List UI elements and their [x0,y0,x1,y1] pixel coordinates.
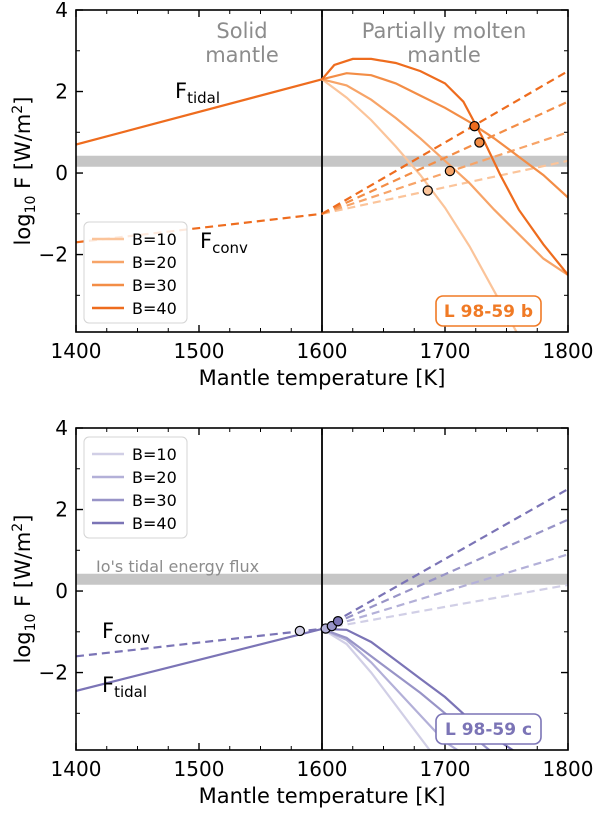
x-tick-label: 1700 [420,339,471,363]
planet-label-box [435,713,542,745]
region-solid-line1: Solid [216,19,267,43]
fconv-line-b-10 [321,583,568,630]
equilibrium-point [294,625,306,637]
ftidal-line-b-40 [321,57,568,276]
fconv-label: Fconv [102,619,150,647]
panel-bottom: 1400 1500 1600 1700 1800 −2 0 2 4 Mantle temperat… [10,416,593,808]
plot-area [76,428,568,750]
x-tick-label: 1700 [420,757,471,781]
y-tick-label: 0 [55,161,68,185]
legend-label: B=40 [132,299,177,318]
x-tick-label: 1800 [543,339,594,363]
y-tick-label: 0 [55,579,68,603]
legend-box [83,436,188,539]
planet-label: L 98-59 b [444,302,533,322]
x-tick-label: 1800 [543,757,594,781]
fconv-solid-line [76,627,323,658]
y-axis-label: log10 F [W/m2] [10,515,39,664]
y-tick-label: −2 [39,661,68,685]
panel-top: 1400 1500 1600 1700 1800 −2 0 2 4 Mantle temperat… [10,0,593,390]
y-tick-label: 2 [55,80,68,104]
x-tick-label: 1400 [51,757,102,781]
ftidal-label: Ftidal [175,79,220,107]
y-tick-label: −2 [39,243,68,267]
region-molten-line2: mantle [407,43,481,67]
legend-label: B=30 [132,276,177,295]
equilibrium-point [422,185,433,196]
y-tick-label: 2 [55,498,68,522]
x-axis-label: Mantle temperature [K] [199,784,446,808]
ftidal-line-b-10 [321,78,518,332]
x-tick-label: 1600 [297,339,348,363]
equilibrium-point [469,120,480,132]
ftidal-line-b-20 [321,78,568,276]
ftidal-solid-line [76,627,323,692]
x-tick-label: 1600 [297,757,348,781]
equilibrium-point [332,616,344,627]
ftidal-label: Ftidal [102,673,147,701]
fconv-line-b-30 [321,100,568,215]
y-axis-label: log10 F [W/m2] [10,97,39,246]
ftidal-solid-line [76,78,323,146]
legend-label: B=20 [132,253,177,272]
x-tick-label: 1500 [174,339,225,363]
x-tick-label: 1500 [174,757,225,781]
legend-label: B=40 [132,514,177,533]
ftidal-line-b-10 [321,627,431,750]
equilibrium-point [444,165,456,177]
fconv-line-b-10 [321,159,568,215]
region-solid-line2: mantle [205,43,279,67]
io-flux-label: Io's tidal energy flux [96,557,259,576]
legend-label: B=10 [132,445,177,464]
legend-label: B=10 [132,230,177,249]
fconv-label: Fconv [200,229,248,257]
fconv-line-b-30 [321,518,568,630]
region-molten-line1: Partially molten [362,19,527,43]
planet-label-box [435,295,542,327]
fconv-line-b-20 [321,553,568,630]
x-tick-label: 1400 [51,339,102,363]
x-axis-label: Mantle temperature [K] [199,366,446,390]
y-tick-label: 4 [55,0,68,22]
ftidal-line-b-30 [321,72,568,199]
y-tick-label: 4 [55,416,68,440]
planet-label: L 98-59 c [445,720,532,740]
legend-box [83,221,188,324]
legend-label: B=20 [132,468,177,487]
fconv-line-b-40 [321,488,568,630]
fconv-line-b-20 [321,131,568,215]
fconv-line-b-40 [321,70,568,215]
legend-label: B=30 [132,491,177,510]
equilibrium-point [474,137,485,148]
